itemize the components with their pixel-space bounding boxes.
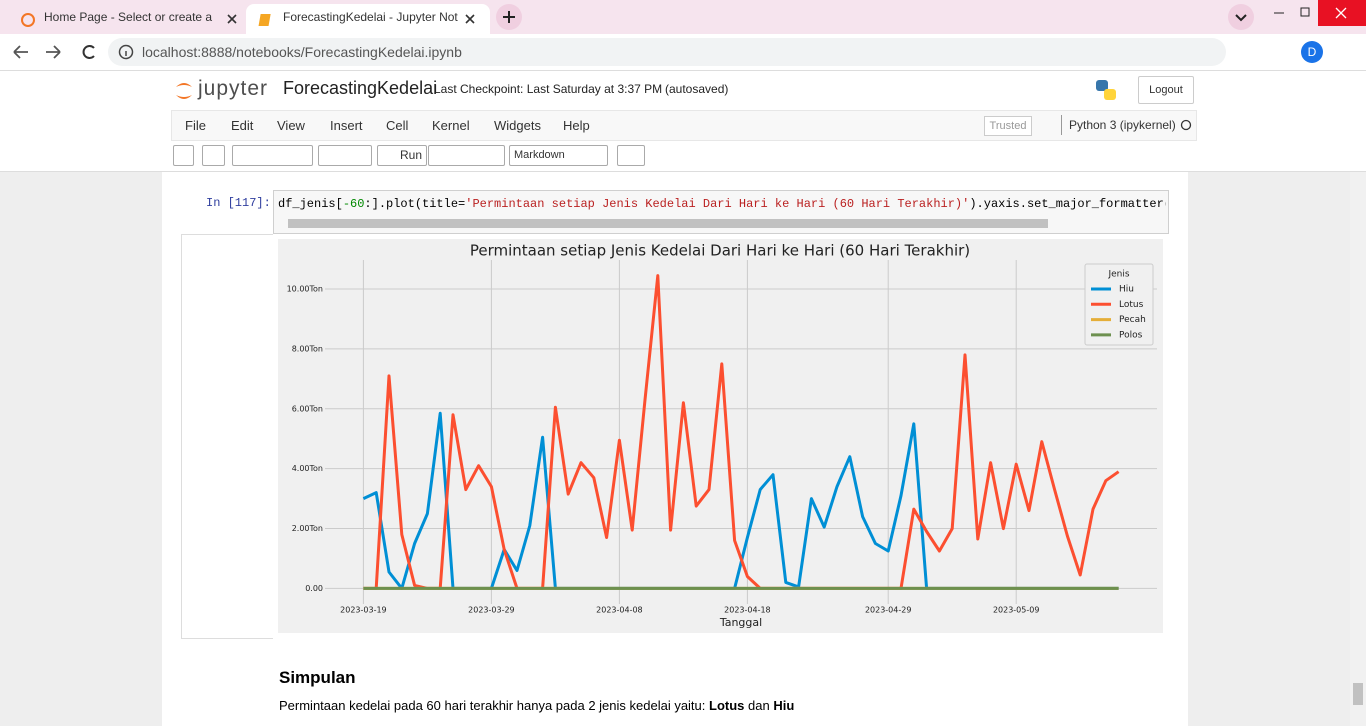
code-line: df_jenis[-60:].plot(title='Permintaan se… (278, 197, 1166, 211)
x-tick-label: 2023-04-18 (724, 606, 771, 615)
x-tick-label: 2023-04-08 (596, 606, 643, 615)
url-bar[interactable]: localhost:8888/notebooks/ForecastingKede… (108, 38, 1226, 66)
x-tick-label: 2023-04-29 (865, 606, 912, 615)
scroll-thumb[interactable] (1353, 683, 1363, 705)
kernel-status (1180, 119, 1192, 131)
window-controls[interactable] (1264, 0, 1366, 26)
legend-label: Lotus (1119, 300, 1144, 310)
python-logo (1096, 80, 1116, 100)
legend-box (1084, 263, 1154, 346)
menu-item[interactable]: Help (563, 118, 590, 133)
chart-title: Permintaan setiap Jenis Kedelai Dari Har… (470, 242, 970, 260)
url: localhost:8888/notebooks/ForecastingKede… (142, 44, 462, 60)
text: dan (744, 698, 774, 713)
markdown-heading: Simpulan (279, 668, 356, 687)
bold-text: Hiu (773, 698, 795, 713)
code: :].plot(title= (364, 197, 466, 211)
trusted[interactable]: Trusted (984, 116, 1032, 136)
v-scrollbar[interactable] (1350, 172, 1366, 726)
legend-label: Pecah (1119, 315, 1146, 325)
legend-label: Polos (1119, 330, 1143, 340)
kernel-name: Python 3 (ipykernel) (1069, 118, 1176, 132)
tab-icon (21, 13, 35, 27)
run-button[interactable]: Run (377, 145, 427, 166)
series-line (363, 274, 1120, 590)
checkpoint: Last Checkpoint: Last Saturday at 3:37 P… (434, 82, 663, 96)
separator (1061, 115, 1062, 135)
tab-active[interactable]: ForecastingKedelai - Jupyter Not (246, 4, 490, 34)
y-tick-label: 4.00Ton (292, 464, 323, 473)
kernel-buttons[interactable] (428, 145, 505, 166)
y-tick-label: 8.00Ton (292, 344, 323, 353)
h-scrollbar[interactable] (288, 219, 1048, 228)
x-tick-label: 2023-03-19 (340, 606, 387, 615)
menu-item[interactable]: Widgets (494, 118, 541, 133)
chart: Permintaan setiap Jenis Kedelai Dari Har… (278, 239, 1163, 633)
code-number: -60 (342, 197, 365, 211)
menu-item[interactable]: Edit (231, 118, 254, 133)
menu-item[interactable]: View (277, 118, 305, 133)
menu-bar (171, 110, 1197, 141)
new-tab[interactable] (496, 4, 522, 30)
save-button[interactable] (173, 145, 194, 166)
tab-title: ForecastingKedelai - Jupyter Not (283, 10, 458, 24)
tab-close[interactable] (226, 13, 238, 25)
x-axis-label: Tanggal (719, 616, 762, 629)
edit-buttons[interactable] (232, 145, 313, 166)
jupyter-header: jupyter ForecastingKedelai Last Checkpoi… (0, 71, 1366, 172)
jupyter-logo-mark (176, 83, 192, 99)
output-prompt (181, 234, 273, 639)
tab-close[interactable] (464, 13, 476, 25)
jupyter-logo: jupyter (198, 77, 269, 100)
cell-type-select[interactable]: Markdown (509, 145, 608, 166)
cell-prompt: In [117]: (206, 196, 271, 210)
y-tick-label: 0.00 (305, 584, 323, 593)
notebook-name[interactable]: ForecastingKedelai (283, 78, 438, 98)
command-palette[interactable] (617, 145, 645, 166)
autosaved: (autosaved) (665, 82, 729, 96)
code-string: 'Permintaan setiap Jenis Kedelai Dari Ha… (465, 197, 970, 211)
markdown-paragraph: Permintaan kedelai pada 60 hari terakhir… (279, 698, 794, 713)
insert-button[interactable] (202, 145, 225, 166)
tab-search[interactable] (1228, 4, 1254, 30)
address-row: localhost:8888/notebooks/ForecastingKede… (0, 34, 1366, 71)
code-cell[interactable]: df_jenis[-60:].plot(title='Permintaan se… (273, 190, 1169, 234)
tab[interactable]: Home Page - Select or create a n (8, 4, 245, 34)
text: Permintaan kedelai pada 60 hari terakhir… (279, 698, 709, 713)
tab-title: Home Page - Select or create a n (44, 10, 216, 24)
legend-title: Jenis (1107, 270, 1129, 280)
site-info[interactable] (118, 44, 134, 60)
tab-bar: Home Page - Select or create a n Forecas… (0, 0, 1366, 34)
move-buttons[interactable] (318, 145, 372, 166)
menu-item[interactable]: Kernel (432, 118, 470, 133)
code: df_jenis[ (278, 197, 343, 211)
menu-item[interactable]: Insert (330, 118, 363, 133)
bold-text: Lotus (709, 698, 745, 713)
nav-buttons[interactable] (10, 42, 100, 62)
tab-icon (258, 14, 271, 26)
logout-button[interactable]: Logout (1138, 76, 1194, 104)
menu-item[interactable]: File (185, 118, 206, 133)
x-tick-label: 2023-05-09 (993, 606, 1039, 615)
y-tick-label: 10.00Ton (287, 285, 323, 294)
code: ).yaxis.set_major_formatter(FuncF (969, 197, 1166, 211)
y-tick-label: 6.00Ton (292, 404, 323, 413)
y-tick-label: 2.00Ton (292, 524, 323, 533)
profile[interactable]: D (1301, 41, 1323, 63)
legend-label: Hiu (1119, 285, 1134, 295)
x-tick-label: 2023-03-29 (468, 606, 515, 615)
menu-item[interactable]: Cell (386, 118, 409, 133)
